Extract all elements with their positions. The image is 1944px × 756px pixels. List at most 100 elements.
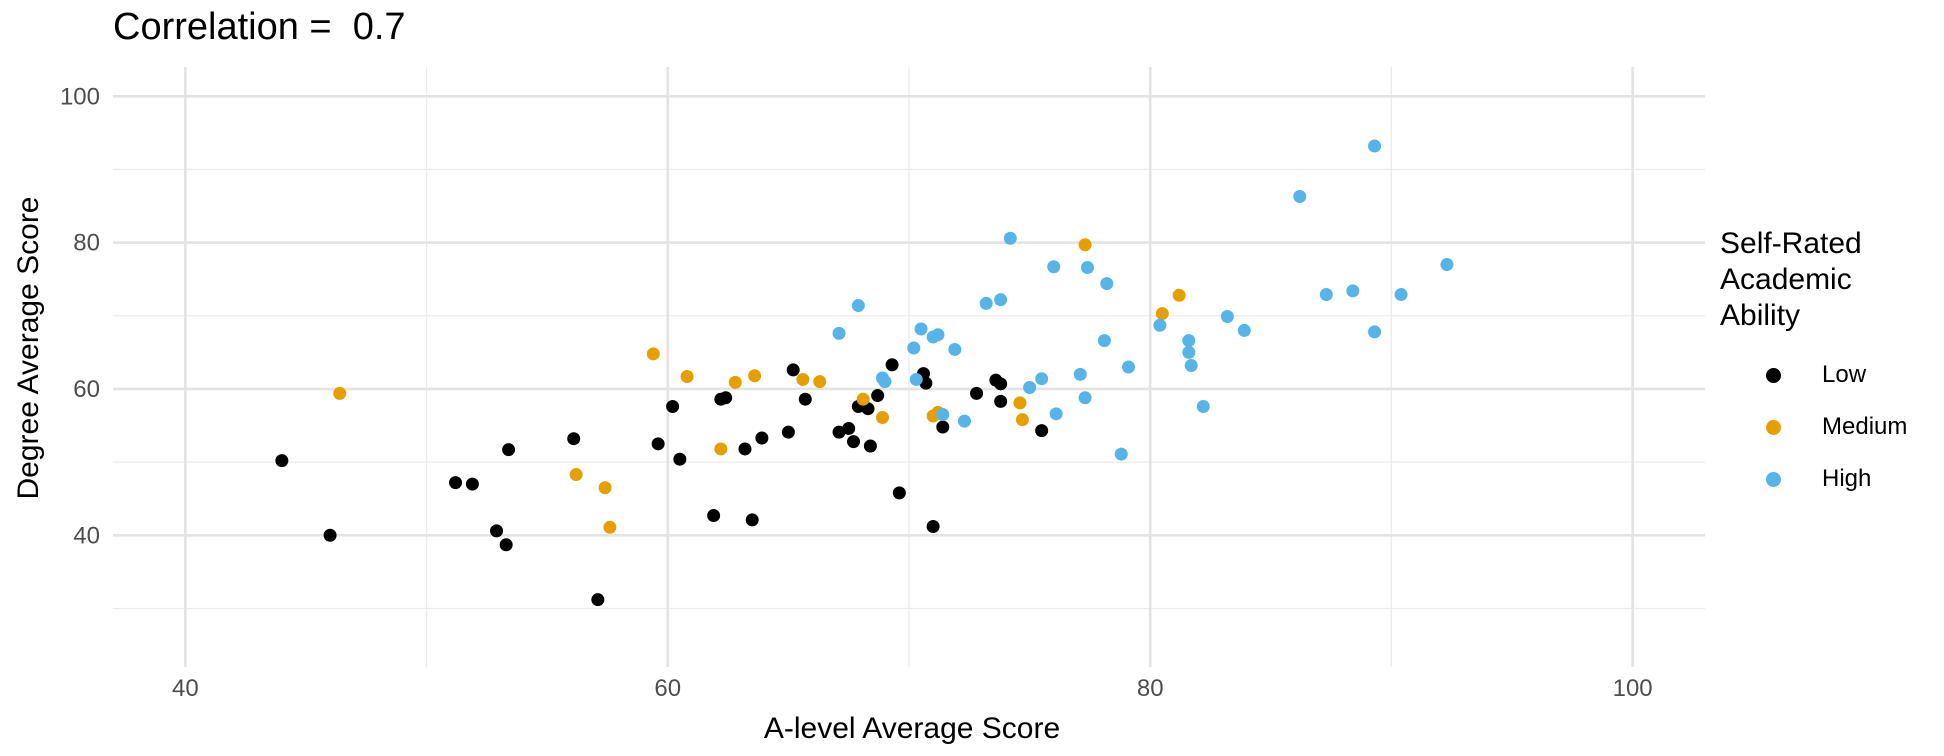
data-points bbox=[275, 139, 1454, 607]
data-point-low bbox=[842, 421, 856, 435]
data-point-high bbox=[1319, 288, 1333, 302]
data-point-high bbox=[957, 414, 971, 428]
data-point-high bbox=[914, 322, 928, 336]
x-axis-title: A-level Average Score bbox=[764, 712, 1060, 745]
data-point-low bbox=[567, 432, 581, 446]
data-point-high bbox=[1368, 325, 1382, 339]
data-point-low bbox=[673, 452, 687, 466]
data-point-low bbox=[786, 363, 800, 377]
data-point-high bbox=[948, 342, 962, 356]
data-point-high bbox=[1078, 391, 1092, 405]
legend-label-high: High bbox=[1822, 465, 1872, 492]
data-point-high bbox=[1100, 277, 1114, 291]
data-point-low bbox=[871, 389, 885, 403]
data-point-medium bbox=[875, 410, 889, 424]
data-point-low bbox=[926, 520, 940, 534]
data-point-high bbox=[1073, 367, 1087, 381]
legend-title-line: Ability bbox=[1720, 299, 1801, 332]
data-point-high bbox=[1153, 318, 1167, 332]
x-tick-label: 100 bbox=[1613, 675, 1653, 702]
x-tick-label: 40 bbox=[172, 675, 199, 702]
data-point-high bbox=[1368, 139, 1382, 153]
data-point-high bbox=[1049, 407, 1063, 421]
data-point-low bbox=[719, 391, 733, 405]
grid-lines bbox=[113, 67, 1705, 667]
x-axis-ticks: 40 60 80 100 bbox=[172, 675, 1653, 702]
legend-key-medium bbox=[1766, 419, 1781, 435]
data-point-high bbox=[1346, 284, 1360, 298]
data-point-low bbox=[1035, 424, 1049, 438]
data-point-medium bbox=[748, 369, 762, 383]
data-point-low bbox=[994, 394, 1008, 408]
data-point-low bbox=[490, 524, 504, 538]
data-point-medium bbox=[603, 520, 617, 534]
data-point-low bbox=[738, 442, 752, 456]
data-point-low bbox=[745, 513, 759, 527]
data-point-low bbox=[323, 528, 337, 542]
data-point-high bbox=[1003, 231, 1017, 245]
data-point-high bbox=[851, 299, 865, 313]
data-point-medium bbox=[1078, 238, 1092, 252]
data-point-low bbox=[707, 509, 721, 523]
data-point-high bbox=[1080, 260, 1094, 274]
legend-key-low bbox=[1766, 367, 1781, 383]
data-point-low bbox=[885, 358, 899, 372]
data-point-high bbox=[936, 408, 950, 422]
data-point-high bbox=[1122, 360, 1136, 374]
data-point-medium bbox=[1015, 413, 1029, 427]
x-tick-label: 80 bbox=[1137, 675, 1164, 702]
y-tick-label: 80 bbox=[73, 230, 100, 257]
data-point-low bbox=[755, 431, 769, 445]
data-point-medium bbox=[598, 481, 612, 495]
data-point-medium bbox=[1013, 396, 1027, 410]
data-point-low bbox=[275, 454, 289, 468]
data-point-low bbox=[591, 593, 605, 607]
y-axis-ticks: 40 60 80 100 bbox=[60, 83, 100, 549]
data-point-medium bbox=[333, 386, 347, 400]
y-tick-label: 60 bbox=[73, 376, 100, 403]
data-point-high bbox=[909, 372, 923, 386]
data-point-low bbox=[863, 439, 877, 453]
data-point-low bbox=[892, 486, 906, 500]
data-point-low bbox=[994, 377, 1008, 391]
chart-title: Correlation = 0.7 bbox=[113, 6, 406, 48]
data-point-low bbox=[847, 435, 861, 449]
data-point-high bbox=[1035, 372, 1049, 386]
data-point-medium bbox=[714, 442, 728, 456]
data-point-low bbox=[465, 477, 479, 491]
data-point-medium bbox=[646, 347, 660, 361]
data-point-low bbox=[502, 443, 516, 457]
data-point-high bbox=[1023, 380, 1037, 394]
data-point-high bbox=[1182, 334, 1196, 348]
data-point-medium bbox=[680, 370, 694, 384]
data-point-high bbox=[1237, 323, 1251, 337]
data-point-high bbox=[1047, 260, 1061, 274]
legend-title-line: Academic bbox=[1720, 263, 1852, 296]
data-point-high bbox=[1184, 359, 1198, 373]
legend-title-line: Self-Rated bbox=[1720, 227, 1862, 260]
data-point-high bbox=[1114, 447, 1128, 461]
data-point-medium bbox=[1172, 288, 1186, 302]
data-point-low bbox=[651, 437, 665, 451]
y-tick-label: 100 bbox=[60, 83, 100, 110]
data-point-high bbox=[1440, 258, 1454, 272]
data-point-medium bbox=[569, 468, 583, 482]
data-point-high bbox=[979, 296, 993, 310]
data-point-medium bbox=[1155, 307, 1169, 321]
data-point-high bbox=[994, 293, 1008, 307]
data-point-medium bbox=[856, 392, 870, 406]
data-point-medium bbox=[728, 375, 742, 389]
data-point-high bbox=[1293, 190, 1307, 204]
data-point-low bbox=[666, 400, 680, 414]
data-point-low bbox=[936, 420, 950, 434]
data-point-high bbox=[907, 341, 921, 355]
data-point-high bbox=[931, 328, 945, 342]
data-point-low bbox=[970, 386, 984, 400]
legend-label-low: Low bbox=[1822, 361, 1867, 388]
y-axis-title: Degree Average Score bbox=[12, 197, 45, 500]
legend-title: Self-Rated Academic Ability bbox=[1720, 226, 1930, 334]
x-tick-label: 60 bbox=[654, 675, 681, 702]
data-point-medium bbox=[813, 375, 827, 389]
data-point-low bbox=[781, 425, 795, 439]
